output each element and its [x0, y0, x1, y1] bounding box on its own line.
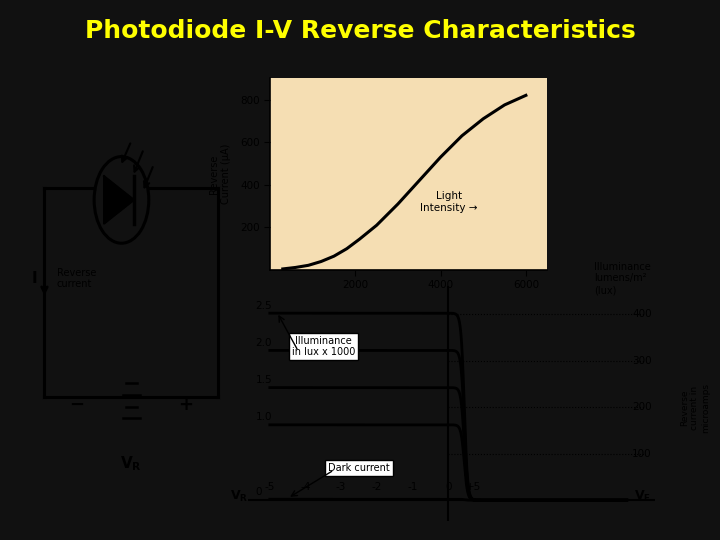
Text: -4: -4 [300, 482, 311, 492]
Text: -1: -1 [408, 482, 418, 492]
Text: $\mathbf{V_F}$: $\mathbf{V_F}$ [634, 489, 651, 504]
Text: 1.0: 1.0 [256, 413, 272, 422]
Text: 0: 0 [256, 487, 262, 497]
Text: Light
Intensity →: Light Intensity → [420, 191, 478, 213]
Text: 400: 400 [632, 309, 652, 319]
Text: Illuminance
in lux x 1000: Illuminance in lux x 1000 [292, 336, 355, 357]
Text: -2: -2 [372, 482, 382, 492]
Text: $\mathbf{V_R}$: $\mathbf{V_R}$ [120, 454, 143, 473]
Text: 1.5: 1.5 [256, 375, 272, 385]
Text: +: + [179, 396, 194, 414]
Text: +5: +5 [466, 482, 482, 492]
Text: -5: -5 [265, 482, 275, 492]
Text: Illuminance
lumens/m²
(lux): Illuminance lumens/m² (lux) [594, 262, 651, 295]
Text: I: I [32, 271, 37, 286]
Text: Reverse
Current (µA): Reverse Current (µA) [210, 144, 231, 204]
Text: 200: 200 [632, 402, 652, 412]
Polygon shape [104, 176, 134, 224]
Text: −: − [69, 396, 84, 414]
Text: 0: 0 [445, 482, 451, 492]
Text: 2.0: 2.0 [256, 338, 272, 348]
Text: Reverse
current: Reverse current [57, 268, 96, 289]
Text: $\mathbf{V_R}$: $\mathbf{V_R}$ [230, 489, 248, 504]
Text: 300: 300 [632, 356, 652, 366]
Text: 100: 100 [632, 449, 652, 458]
Text: Reverse
current in
microamps: Reverse current in microamps [680, 383, 710, 433]
Text: 2.5: 2.5 [256, 301, 272, 311]
Text: -3: -3 [336, 482, 346, 492]
Text: Dark current: Dark current [328, 463, 390, 472]
Text: Photodiode I-V Reverse Characteristics: Photodiode I-V Reverse Characteristics [85, 19, 635, 43]
